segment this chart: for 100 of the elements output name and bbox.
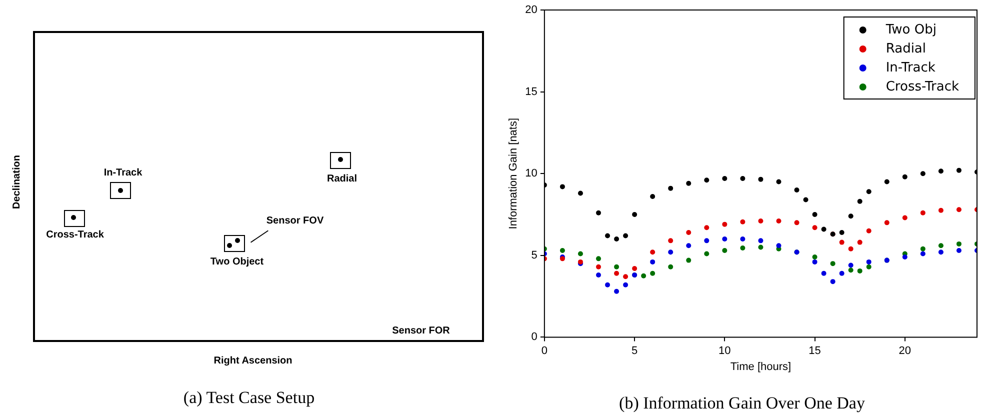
point (596, 256, 602, 262)
point (578, 251, 583, 256)
point (956, 241, 962, 246)
point (623, 233, 628, 238)
y-tick-label: 15 (525, 86, 538, 98)
point (839, 240, 844, 245)
point (632, 266, 638, 271)
point (668, 238, 674, 244)
text: Right Ascension (214, 356, 292, 366)
point (956, 207, 962, 212)
point (830, 279, 836, 284)
point (812, 212, 818, 217)
point (704, 225, 710, 230)
point (776, 243, 782, 248)
point (623, 282, 628, 288)
point (776, 179, 782, 184)
point (920, 251, 926, 256)
point (902, 254, 908, 260)
point (650, 270, 656, 276)
point (704, 251, 710, 256)
point (866, 228, 872, 234)
point (848, 268, 854, 273)
point (686, 230, 692, 235)
point (848, 214, 854, 219)
point (794, 187, 800, 192)
point (956, 248, 962, 253)
point (920, 171, 926, 176)
point (866, 189, 872, 194)
y-tick-label: 5 (531, 249, 538, 262)
point (821, 226, 826, 232)
point (578, 190, 583, 196)
point (803, 197, 808, 202)
point (740, 246, 746, 251)
text: Sensor FOR (392, 326, 450, 336)
point (884, 220, 890, 226)
point (758, 244, 764, 250)
point (776, 218, 782, 224)
text: (b) Information Gain Over One Day (619, 393, 866, 412)
point (605, 282, 610, 288)
point (938, 243, 944, 248)
x-tick-label: 0 (541, 344, 548, 357)
point (668, 186, 674, 191)
point (740, 236, 746, 242)
point (920, 210, 926, 216)
x-tick-label: 15 (808, 344, 821, 357)
legend-label: Two Obj (884, 22, 936, 38)
point (821, 270, 826, 276)
point (740, 219, 746, 224)
point (848, 262, 854, 268)
x-tick-label: 20 (898, 344, 912, 357)
point (614, 236, 620, 242)
point (668, 264, 674, 270)
text: Cross-Track (46, 230, 104, 240)
x-tick-label: 10 (718, 344, 731, 357)
point (830, 261, 836, 266)
point (614, 288, 620, 294)
point (848, 246, 854, 252)
point (686, 243, 692, 248)
point (956, 168, 962, 173)
point (686, 180, 692, 186)
y-axis-title: Information Gain [nats] (508, 118, 520, 230)
point (812, 254, 818, 260)
text: In-Track (104, 168, 142, 178)
legend-label: In-Track (886, 60, 936, 76)
point (704, 238, 710, 244)
point (596, 210, 602, 216)
point (812, 259, 818, 264)
point (641, 273, 646, 278)
x-axis-title: Time [hours] (730, 361, 792, 374)
text: Sensor FOV (266, 216, 324, 226)
y-tick-label: 0 (531, 331, 538, 344)
text: (a) Test Case Setup (183, 388, 315, 408)
point (866, 264, 872, 270)
point (596, 272, 602, 278)
point (938, 168, 944, 174)
y-tick-label: 20 (525, 4, 538, 16)
point (839, 230, 844, 235)
point (812, 225, 818, 230)
point (857, 268, 862, 274)
point (650, 194, 656, 200)
point (920, 246, 926, 252)
point (758, 238, 764, 244)
point (650, 259, 656, 264)
point (857, 240, 862, 245)
point (722, 236, 728, 242)
x-tick-label: 5 (631, 344, 638, 357)
legend-label: Cross-Track (886, 79, 960, 94)
point (560, 184, 565, 190)
text: Two Object (210, 256, 264, 268)
point (650, 250, 656, 255)
point (758, 176, 764, 182)
point (902, 174, 908, 180)
point (839, 270, 844, 276)
point (704, 178, 710, 183)
point (866, 259, 872, 264)
point (560, 248, 565, 253)
point (740, 176, 746, 182)
point (857, 198, 862, 204)
point (632, 212, 638, 217)
point (722, 222, 728, 227)
